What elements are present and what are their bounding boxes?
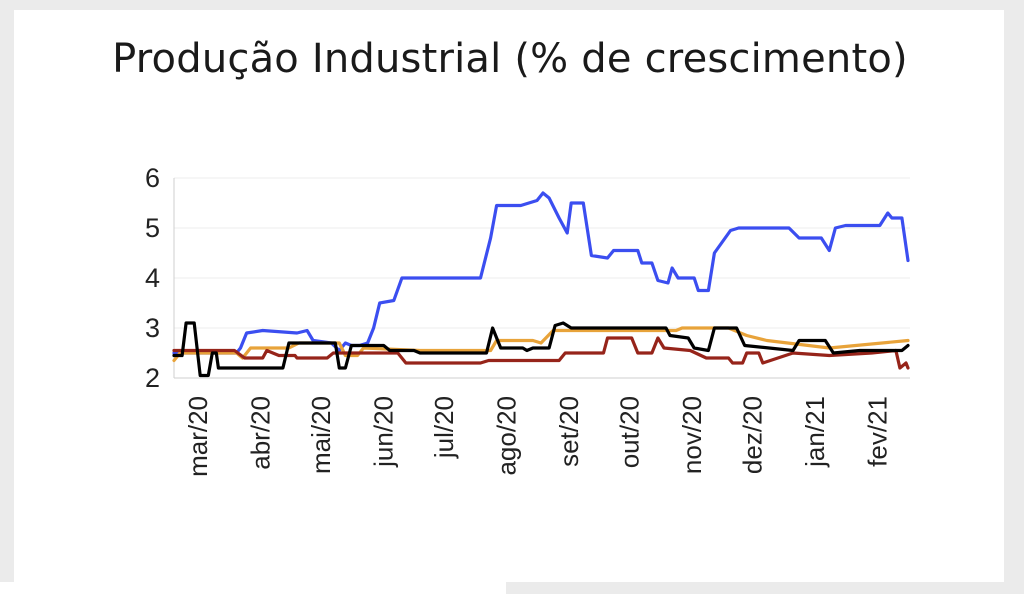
bottom-strip xyxy=(0,582,506,594)
x-tick-label: jan/21 xyxy=(800,396,830,468)
x-tick-label: mar/20 xyxy=(183,396,213,477)
series-lines xyxy=(172,191,910,378)
series-line-3 xyxy=(172,336,910,370)
y-tick-label: 3 xyxy=(145,313,160,343)
series-line-1 xyxy=(172,191,910,355)
axes xyxy=(173,178,910,379)
x-tick-label: set/20 xyxy=(554,396,584,467)
x-tick-label: out/20 xyxy=(615,396,645,468)
x-tick-label: nov/20 xyxy=(677,396,707,474)
x-tick-label: ago/20 xyxy=(492,396,522,476)
x-tick-label: dez/20 xyxy=(738,396,768,474)
chart-card xyxy=(14,10,1004,582)
chart-title: Produção Industrial (% de crescimento) xyxy=(112,36,908,82)
y-tick-label: 2 xyxy=(145,363,160,393)
x-tick-label: jun/20 xyxy=(369,396,399,468)
x-axis-ticks: mar/20 abr/20 mai/20 jun/20 jul/20 ago/20 set/… xyxy=(183,396,893,477)
y-tick-label: 5 xyxy=(145,213,160,243)
x-tick-label: fev/21 xyxy=(863,396,893,467)
y-tick-label: 6 xyxy=(145,163,160,193)
x-tick-label: jul/20 xyxy=(429,396,459,459)
series-line-4 xyxy=(172,321,910,378)
y-tick-label: 4 xyxy=(145,263,160,293)
x-tick-label: mai/20 xyxy=(306,396,336,474)
x-tick-label: abr/20 xyxy=(246,396,276,470)
y-axis-ticks: 2 3 4 5 6 xyxy=(145,163,160,393)
grid-lines xyxy=(174,177,910,329)
